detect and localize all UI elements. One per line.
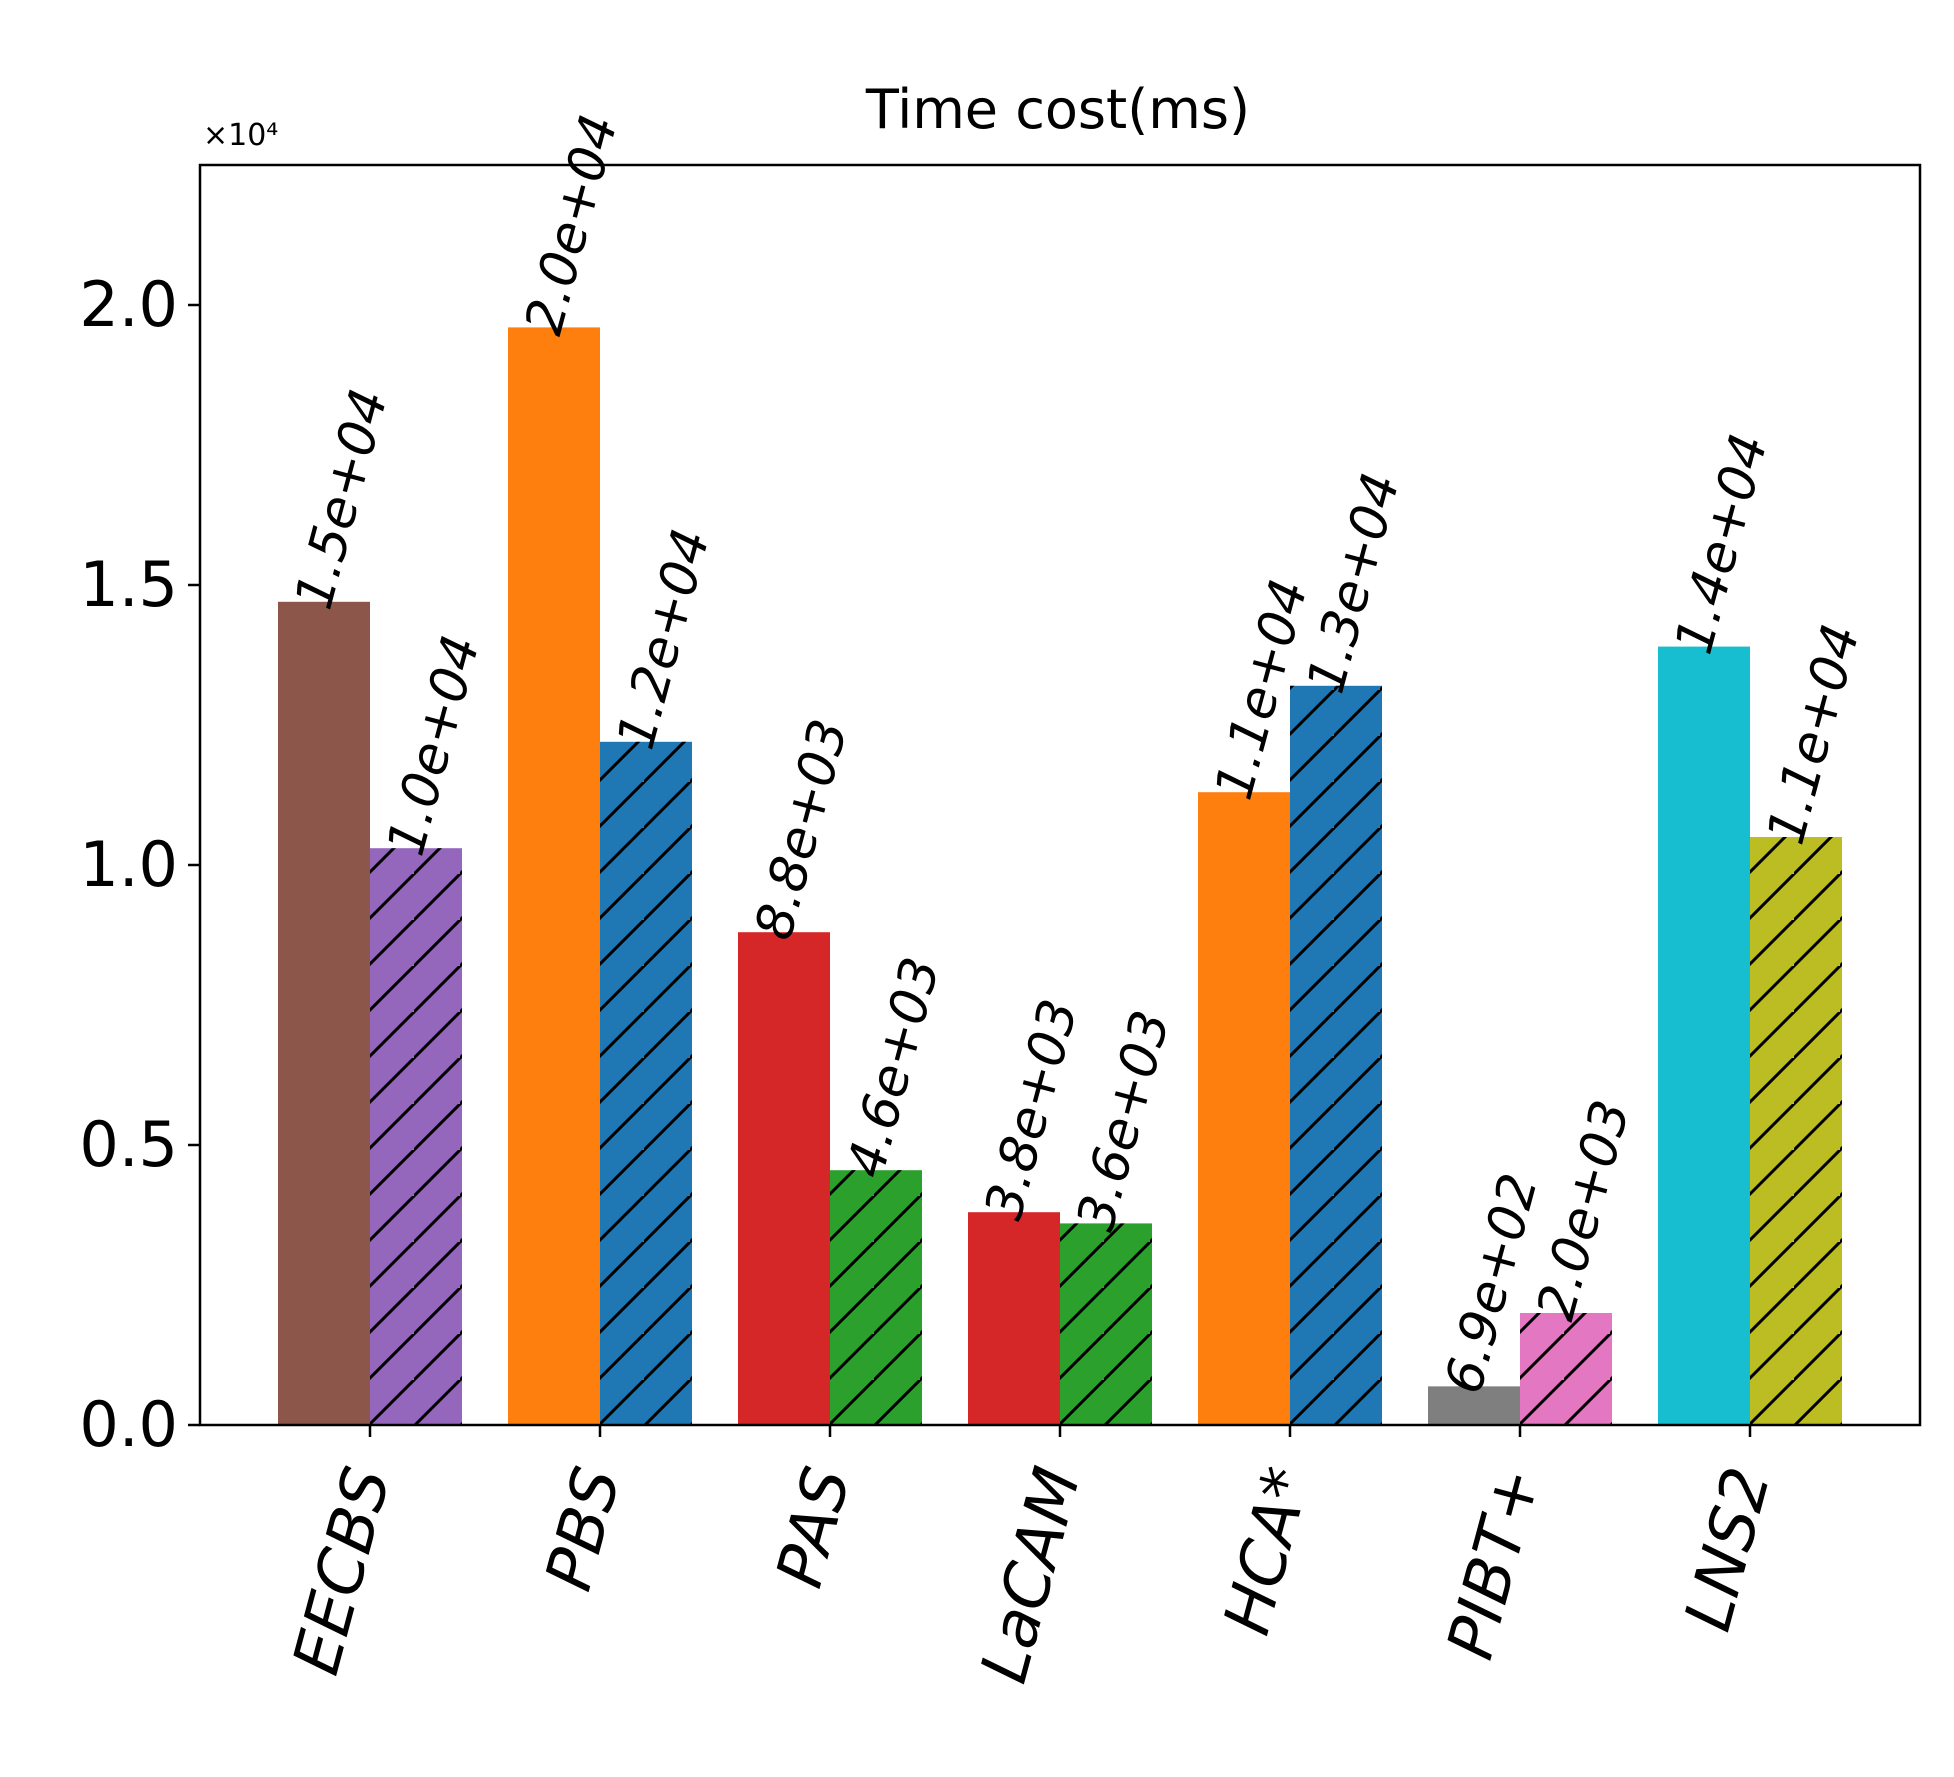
bar-value-label: 3.8e+03 [974,993,1090,1225]
y-tick-label: 0.0 [79,1388,178,1461]
y-axis-scale-label: ×10⁴ [203,118,278,153]
chart-title: Time cost(ms) [865,78,1250,141]
bar-hatch-pibt [1520,1313,1612,1425]
bar-lacam-solid [968,1212,1060,1425]
bar-value-label: 8.8e+03 [744,713,860,945]
bar-hatch-lns2 [1750,837,1842,1425]
x-tick-label: PIBT+ [1434,1460,1556,1667]
bar-pibt-solid [1428,1386,1520,1425]
bar-hatch-hca [1290,685,1382,1425]
bar-value-label: 3.6e+03 [1066,1005,1182,1237]
plot-area: 1.5e+04 1.0e+04 2.0e+04 1.2e+048.8e+034.6e+… [79,109,1922,1690]
bar-value-label: 2.0e+03 [1526,1094,1642,1326]
x-tick-label: PBS [532,1460,635,1598]
bar-value-label: 1.1e+04 [1756,618,1872,850]
bar-value-label: 1.3e+04 [1296,467,1412,699]
x-tick-label: PAS [763,1460,865,1595]
x-tick-label: LNS2 [1671,1460,1785,1638]
bar-value-label: 2.0e+04 [514,109,630,341]
y-tick-label: 1.0 [79,828,178,901]
bar-hatch-pbs [600,741,692,1425]
x-tick-label: HCA* [1210,1460,1325,1642]
bar-eecbs-solid [278,601,370,1425]
bar-value-label: 4.6e+03 [836,951,952,1183]
bar-hatch-lacam [1060,1223,1152,1425]
y-tick-label: 0.5 [79,1108,178,1181]
y-tick-label: 2.0 [79,268,178,341]
x-tick-label: EECBS [280,1460,406,1682]
bar-hatch-eecbs [370,848,462,1425]
bar-hca-solid [1198,792,1290,1425]
bar-value-label: 1.2e+04 [606,523,722,755]
bar-lns2-solid [1658,646,1750,1425]
y-tick-label: 1.5 [79,548,178,621]
bar-value-label: 1.4e+04 [1664,428,1780,660]
bar-value-label: 1.0e+04 [376,629,492,861]
bar-pbs-solid [508,327,600,1425]
x-tick-label: LaCAM [967,1460,1095,1690]
bar-value-label: 1.5e+04 [284,383,400,615]
bar-pas-solid [738,932,830,1425]
bar-hatch-pas [830,1170,922,1425]
